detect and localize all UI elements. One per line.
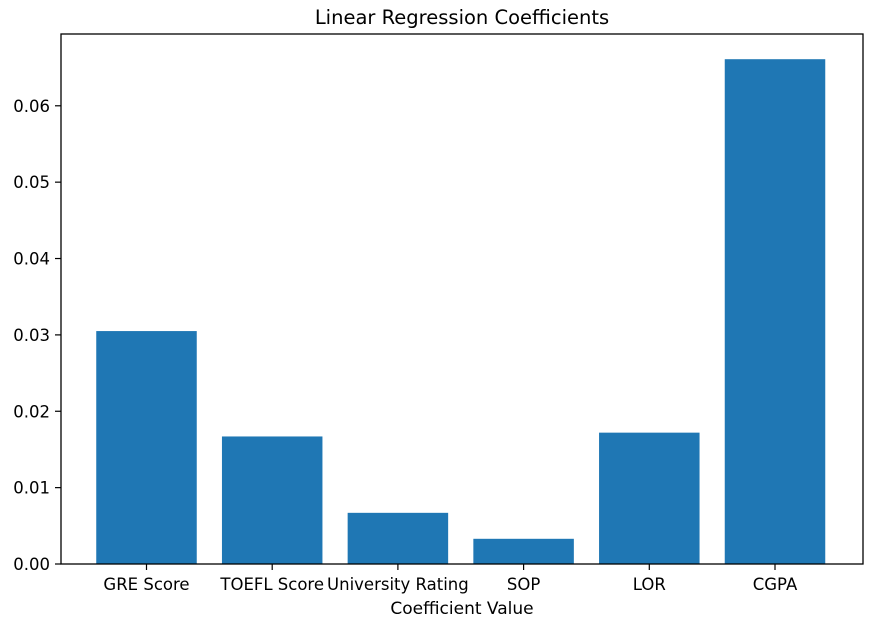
bar-toefl-score xyxy=(221,436,323,564)
x-tick-label: TOEFL Score xyxy=(219,575,324,594)
x-tick-label: University Rating xyxy=(327,575,469,594)
y-tick-label: 0.02 xyxy=(13,402,50,421)
bar-gre-score xyxy=(96,331,197,564)
x-axis: GRE Score TOEFL Score University Rating SOP… xyxy=(103,564,798,594)
y-tick-label: 0.05 xyxy=(13,173,50,192)
y-tick-label: 0.06 xyxy=(13,97,50,116)
bar-sop xyxy=(473,538,574,564)
y-tick-label: 0.04 xyxy=(13,250,50,269)
y-tick-label: 0.03 xyxy=(13,326,50,345)
bar-lor xyxy=(599,432,700,564)
x-tick-label: SOP xyxy=(507,575,540,594)
bar-university-rating xyxy=(347,512,449,564)
x-tick-label: CGPA xyxy=(753,575,798,594)
x-axis-label: Coefficient Value xyxy=(390,599,533,617)
y-axis: 0.00 0.01 0.02 0.03 0.04 0.05 0.06 xyxy=(13,97,61,574)
y-tick-label: 0.00 xyxy=(13,555,50,574)
bar-cgpa xyxy=(724,59,826,564)
y-tick-label: 0.01 xyxy=(13,479,50,498)
x-tick-label: LOR xyxy=(633,575,666,594)
x-tick-label: GRE Score xyxy=(103,575,189,594)
chart-title: Linear Regression Coefficients xyxy=(315,6,609,29)
bars-layer xyxy=(96,59,826,564)
plot-frame xyxy=(60,33,864,565)
